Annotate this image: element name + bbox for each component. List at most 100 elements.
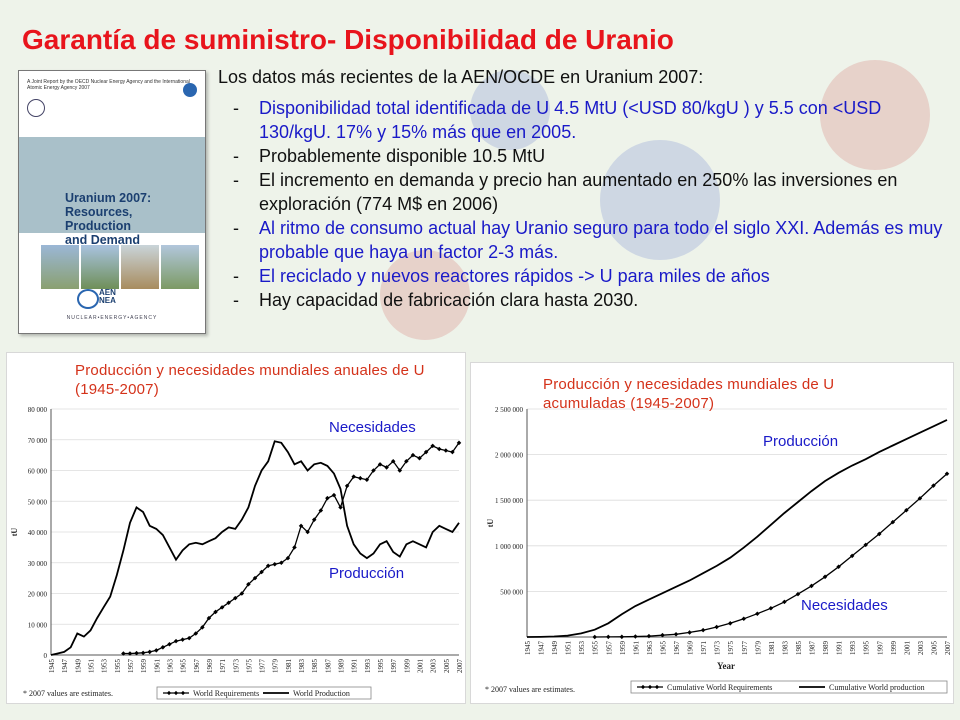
series-annotation: Producción <box>763 433 839 450</box>
x-tick-label: 1977 <box>259 659 267 674</box>
data-point <box>371 468 376 473</box>
data-point <box>160 645 166 650</box>
x-tick-label: 1947 <box>538 641 546 656</box>
aen-nea-logo-icon <box>77 289 99 309</box>
y-tick-label: 2 500 000 <box>495 406 524 414</box>
aen-nea-label: AEN NEA <box>99 289 116 305</box>
x-tick-label: 1995 <box>377 659 385 674</box>
x-tick-label: 1991 <box>351 659 359 674</box>
x-tick-label: 1945 <box>48 659 56 674</box>
x-tick-label: 2003 <box>917 641 925 656</box>
data-point <box>944 471 950 477</box>
series-line <box>50 440 460 656</box>
x-tick-label: 1977 <box>741 641 749 656</box>
data-point <box>714 624 719 630</box>
x-tick-label: 1955 <box>592 641 600 656</box>
legend-marker <box>166 690 172 696</box>
series-line <box>526 419 948 638</box>
legend-box <box>630 680 948 694</box>
x-tick-label: 1995 <box>863 641 871 656</box>
x-tick-label: 1969 <box>687 641 695 656</box>
book-cover: A Joint Report by the OECD Nuclear Energ… <box>18 70 206 334</box>
x-tick-label: 1975 <box>245 659 253 674</box>
annual-chart: 0 10 000 20 000 30 000 40 000 50 000 60 000 70 … <box>10 406 464 700</box>
y-tick-label: 40 000 <box>28 529 48 537</box>
data-point <box>768 606 774 611</box>
x-tick-label: 1963 <box>166 659 174 674</box>
photo-icon <box>41 245 79 289</box>
x-tick-label: 2003 <box>430 659 438 674</box>
data-point <box>606 634 611 640</box>
bullet-text: Hay capacidad de fabricación clara hasta… <box>259 290 639 310</box>
slide-title: Garantía de suministro- Disponibilidad d… <box>22 24 674 55</box>
background-molecule <box>470 70 550 150</box>
data-point <box>417 455 422 461</box>
data-point <box>338 505 343 510</box>
data-point <box>727 621 733 626</box>
x-tick-label: 1987 <box>324 659 332 674</box>
data-point <box>917 496 923 501</box>
bullet-item: - Probablemente disponible 10.5 MtU <box>233 144 953 168</box>
bullet-text: El incremento en demanda y precio han au… <box>259 170 898 214</box>
x-tick-label: 1987 <box>809 641 817 656</box>
data-point <box>331 492 337 498</box>
x-tick-label: 1999 <box>890 641 898 656</box>
data-point <box>836 564 841 570</box>
y-tick-label: 50 000 <box>28 498 48 506</box>
book-title: Uranium 2007: Resources, Production and … <box>65 191 201 247</box>
data-point <box>619 634 625 640</box>
cover-photos <box>41 245 199 289</box>
data-point <box>436 446 442 452</box>
x-tick-label: 2001 <box>417 659 425 674</box>
x-tick-label: 1953 <box>578 641 586 656</box>
x-tick-label: 2001 <box>903 641 911 656</box>
x-tick-label: 1991 <box>836 641 844 656</box>
x-tick-label: 1959 <box>619 641 627 656</box>
bullet-text: Disponibilidad total identificada de U 4… <box>259 98 882 142</box>
y-tick-label: 1 000 000 <box>495 543 524 551</box>
bullet-item: - Disponibilidad total identificada de U… <box>233 96 953 144</box>
data-point <box>344 483 350 489</box>
x-tick-label: 1999 <box>403 659 411 674</box>
data-point <box>173 638 179 644</box>
data-point <box>755 611 760 617</box>
x-tick-label: 1971 <box>700 641 708 656</box>
data-point <box>358 475 363 481</box>
x-tick-label: 1997 <box>876 641 884 656</box>
photo-icon <box>161 245 199 289</box>
x-tick-label: 1957 <box>127 659 135 674</box>
y-tick-label: 10 000 <box>28 621 48 629</box>
x-tick-label: 1993 <box>849 641 857 656</box>
data-point <box>687 630 692 635</box>
book-title-line: and Demand <box>65 233 141 247</box>
x-tick-label: 1963 <box>646 641 654 656</box>
y-tick-label: 0 <box>44 652 48 660</box>
y-tick-label: 30 000 <box>28 560 48 568</box>
x-tick-label: 1945 <box>524 641 532 656</box>
bullet-item: - Al ritmo de consumo actual hay Uranio … <box>233 216 953 264</box>
x-tick-label: 1973 <box>232 659 240 674</box>
y-tick-label: 1 500 000 <box>495 497 524 505</box>
data-point <box>741 616 747 622</box>
data-point <box>325 495 330 501</box>
bullet-text: El reciclado y nuevos reactores rápidos … <box>259 266 770 286</box>
x-tick-label: 1997 <box>390 659 398 674</box>
data-point <box>876 531 882 537</box>
photo-icon <box>81 245 119 289</box>
x-tick-label: 1979 <box>754 641 762 656</box>
y-axis-label: tU <box>10 528 19 537</box>
x-tick-label: 2005 <box>443 659 451 674</box>
x-tick-label: 1993 <box>364 659 372 674</box>
data-point <box>318 508 324 513</box>
series-line <box>123 442 460 655</box>
bullet-item: - Hay capacidad de fabricación clara has… <box>233 288 953 312</box>
data-point <box>232 595 238 601</box>
bullet-text: Al ritmo de consumo actual hay Uranio se… <box>259 218 943 262</box>
series-line <box>594 473 948 638</box>
series-annotation: Necesidades <box>329 419 416 436</box>
x-tick-label: 1989 <box>822 641 830 656</box>
data-point <box>154 648 159 653</box>
data-point <box>443 448 449 453</box>
x-tick-label: 1951 <box>87 659 95 674</box>
x-tick-label: 1959 <box>140 659 148 674</box>
